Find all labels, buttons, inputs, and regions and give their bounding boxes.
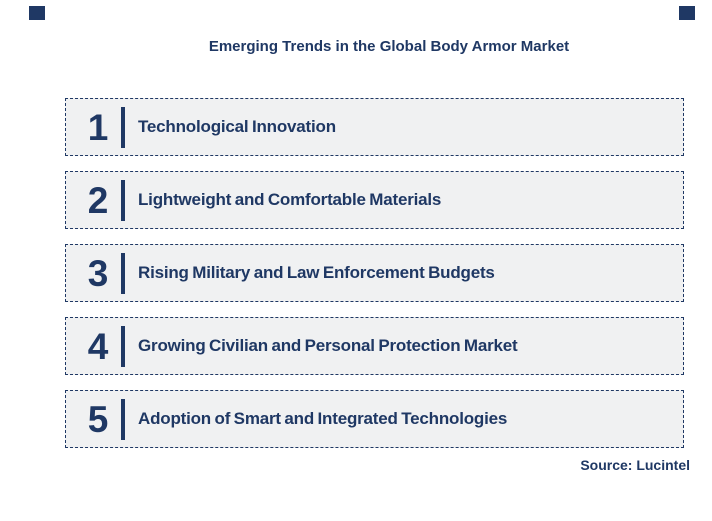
trend-number: 3 xyxy=(87,252,109,294)
trend-label: Rising Military and Law Enforcement Budg… xyxy=(138,263,495,282)
source-credit: Source: Lucintel xyxy=(580,457,690,473)
divider-bar xyxy=(121,398,125,440)
trend-item-1: 1 Technological Innovation xyxy=(65,98,684,156)
corner-accent-left-icon xyxy=(29,6,45,20)
corner-accent-right-icon xyxy=(679,6,695,20)
divider-bar xyxy=(121,325,125,367)
trend-number: 2 xyxy=(87,179,109,221)
trend-list: 1 Technological Innovation 2 Lightweight… xyxy=(65,98,684,448)
trend-item-5: 5 Adoption of Smart and Integrated Techn… xyxy=(65,390,684,448)
trend-item-3: 3 Rising Military and Law Enforcement Bu… xyxy=(65,244,684,302)
trend-number: 5 xyxy=(87,398,109,440)
trend-label: Lightweight and Comfortable Materials xyxy=(138,190,442,209)
page-title: Emerging Trends in the Global Body Armor… xyxy=(208,38,570,55)
trend-label: Technological Innovation xyxy=(138,117,336,136)
divider-bar xyxy=(121,252,125,294)
trend-number: 4 xyxy=(87,325,109,367)
divider-bar xyxy=(121,106,125,148)
trend-item-4: 4 Growing Civilian and Personal Protecti… xyxy=(65,317,684,375)
trend-item-2: 2 Lightweight and Comfortable Materials xyxy=(65,171,684,229)
trend-label: Growing Civilian and Personal Protection… xyxy=(138,336,518,355)
trend-label: Adoption of Smart and Integrated Technol… xyxy=(138,409,508,428)
trend-number: 1 xyxy=(87,106,109,148)
divider-bar xyxy=(121,179,125,221)
